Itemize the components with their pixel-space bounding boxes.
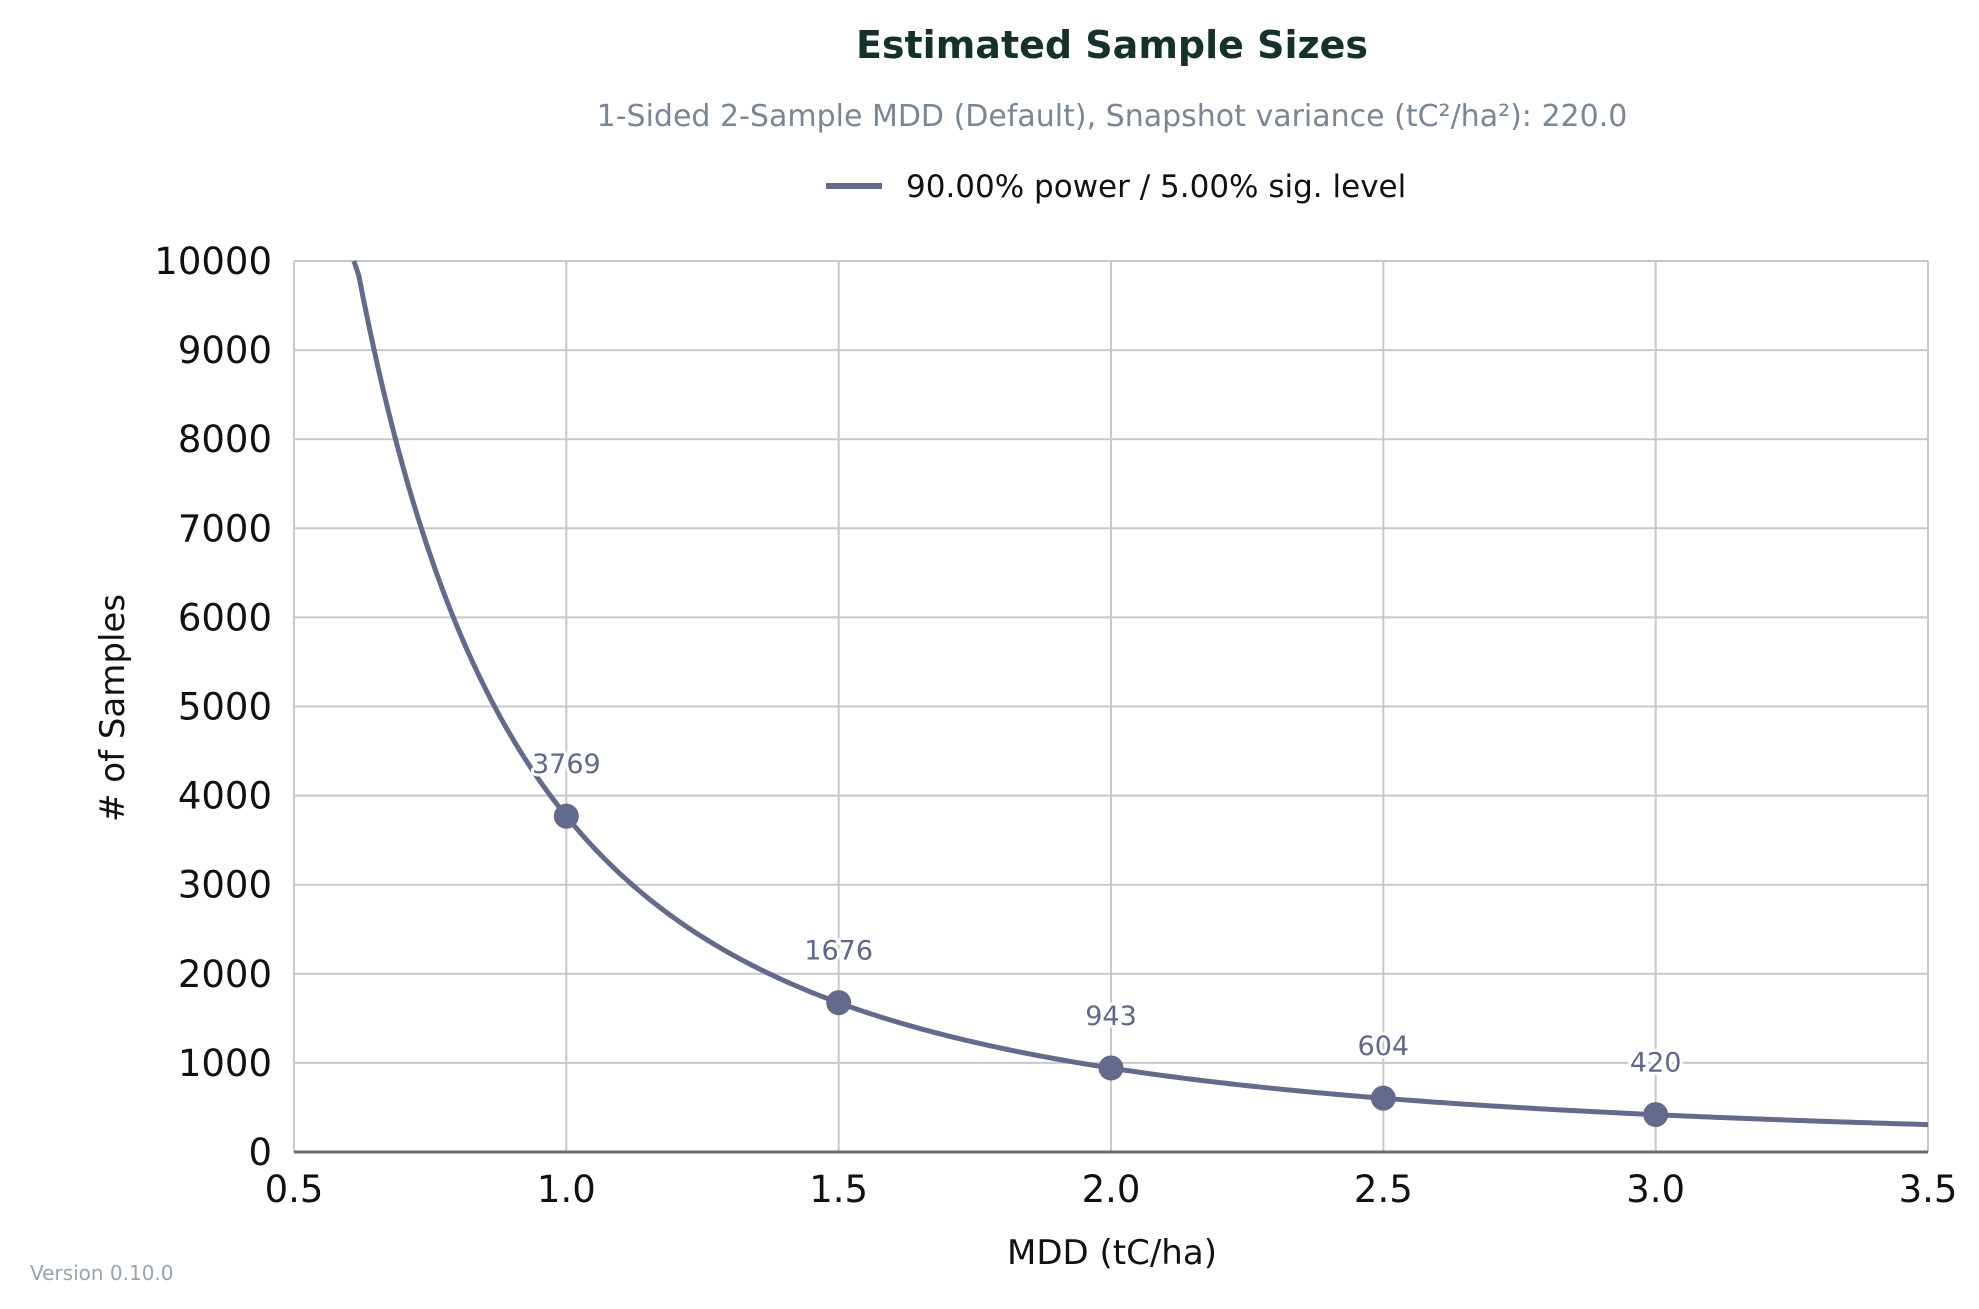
- y-axis-ticks: 0 1000 2000 3000 4000 5000 6000 7000 8000 9000 100…: [154, 240, 272, 1174]
- y-tick-label: 6000: [178, 596, 272, 639]
- y-tick-label: 5000: [178, 686, 272, 729]
- y-tick-label: 1000: [178, 1042, 272, 1085]
- chart-subtitle: 1-Sided 2-Sample MDD (Default), Snapshot…: [597, 99, 1628, 134]
- y-tick-label: 7000: [178, 507, 272, 550]
- x-tick-label: 3.0: [1626, 1168, 1685, 1211]
- y-tick-label: 10000: [154, 240, 272, 283]
- x-tick-label: 1.5: [809, 1168, 868, 1211]
- version-text: Version 0.10.0: [30, 1261, 174, 1285]
- x-tick-label: 0.5: [265, 1168, 324, 1211]
- x-axis-ticks: 0.5 1.0 1.5 2.0 2.5 3.0 3.5: [265, 1168, 1958, 1211]
- chart-title: Estimated Sample Sizes: [856, 23, 1368, 67]
- y-tick-label: 4000: [178, 775, 272, 818]
- series-line: [351, 260, 1929, 1128]
- data-point-label: 1676: [804, 936, 873, 967]
- x-axis-label: MDD (tC/ha): [1007, 1233, 1217, 1273]
- data-point-label: 3769: [532, 749, 601, 780]
- x-tick-label: 3.5: [1899, 1168, 1958, 1211]
- data-point-label: 604: [1358, 1031, 1410, 1062]
- series-layer: [351, 260, 1929, 1128]
- x-tick-label: 2.0: [1082, 1168, 1141, 1211]
- x-tick-label: 1.0: [537, 1168, 596, 1211]
- data-point: [826, 990, 852, 1016]
- grid: [293, 260, 1929, 1152]
- y-tick-label: 9000: [178, 329, 272, 372]
- y-tick-label: 2000: [178, 953, 272, 996]
- y-axis-label: # of Samples: [93, 594, 133, 822]
- data-point: [553, 803, 579, 829]
- legend-entry-label: 90.00% power / 5.00% sig. level: [906, 169, 1406, 205]
- y-tick-label: 3000: [178, 864, 272, 907]
- data-point-label: 943: [1085, 1001, 1137, 1032]
- data-point: [1370, 1085, 1396, 1111]
- legend: 90.00% power / 5.00% sig. level: [826, 169, 1406, 205]
- y-tick-label: 0: [248, 1131, 272, 1174]
- data-labels: 3769 1676 943 604 420: [529, 746, 1684, 1081]
- data-point: [1098, 1055, 1124, 1081]
- y-tick-label: 8000: [178, 418, 272, 461]
- data-point-label: 420: [1630, 1048, 1682, 1079]
- x-tick-label: 2.5: [1354, 1168, 1413, 1211]
- data-point: [1643, 1102, 1669, 1128]
